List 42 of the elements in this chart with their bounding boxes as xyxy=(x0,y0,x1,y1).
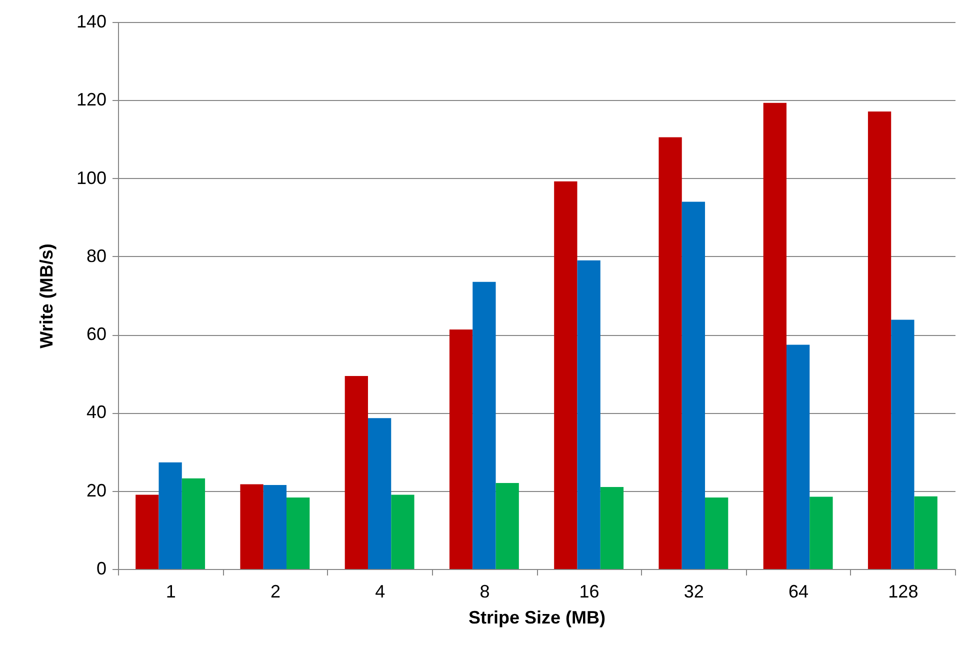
y-tick-label: 20 xyxy=(86,480,106,500)
x-tick-label: 128 xyxy=(888,582,918,602)
bar xyxy=(763,102,786,569)
bar xyxy=(449,329,473,569)
bar xyxy=(914,496,938,569)
y-tick-label: 120 xyxy=(76,90,106,110)
bar xyxy=(786,344,810,569)
x-tick-label: 2 xyxy=(270,582,280,602)
bar xyxy=(682,202,706,569)
bar xyxy=(496,483,519,569)
bar xyxy=(891,320,914,569)
y-tick-label: 0 xyxy=(96,558,106,578)
x-tick-label: 16 xyxy=(579,582,600,602)
x-tick-label: 1 xyxy=(166,582,176,602)
bar xyxy=(136,494,159,569)
bar xyxy=(240,484,264,569)
bar xyxy=(554,181,578,569)
bar xyxy=(391,494,414,569)
x-tick-label: 64 xyxy=(788,582,809,602)
y-tick-label: 100 xyxy=(76,168,106,188)
y-tick-label: 80 xyxy=(86,246,106,266)
bar xyxy=(600,486,624,569)
bar xyxy=(705,498,728,569)
x-tick-label: 32 xyxy=(684,582,704,602)
y-axis-title: Write (MB/s) xyxy=(36,244,56,348)
x-axis-title: Stripe Size (MB) xyxy=(468,608,606,628)
y-tick-label: 40 xyxy=(86,402,106,422)
bar xyxy=(158,462,182,569)
bar xyxy=(368,418,392,569)
bar xyxy=(286,498,310,569)
y-tick-label: 60 xyxy=(86,324,106,344)
bar xyxy=(868,111,892,569)
y-tick-label: 140 xyxy=(76,12,106,32)
bar xyxy=(344,376,368,569)
bar xyxy=(810,496,833,569)
bar xyxy=(263,484,287,569)
x-tick-label: 8 xyxy=(480,582,490,602)
x-tick-label: 4 xyxy=(375,582,386,602)
bar xyxy=(658,137,682,569)
bar xyxy=(472,282,496,569)
bar xyxy=(182,478,206,569)
bar xyxy=(577,260,600,569)
